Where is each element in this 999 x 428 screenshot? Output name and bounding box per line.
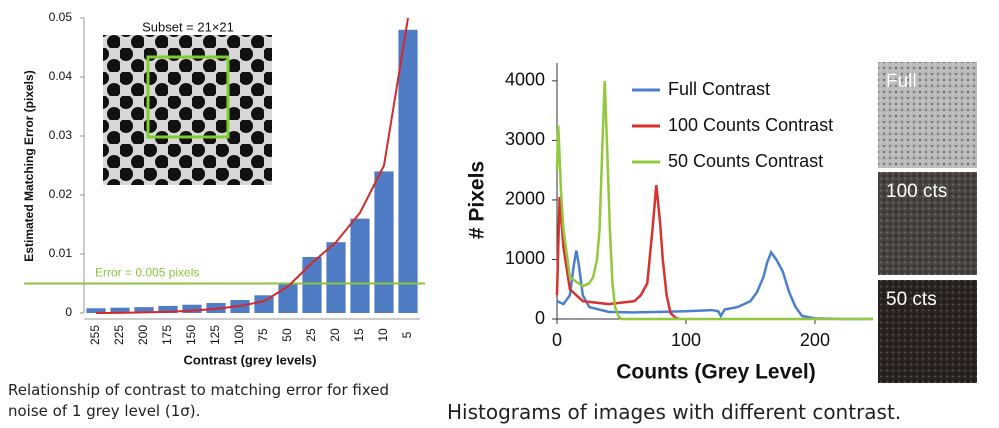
y-tick-label: 0.05 xyxy=(49,10,73,24)
inset-image xyxy=(103,35,272,185)
y-tick-label: 0.03 xyxy=(49,128,73,142)
y-tick-label: 3000 xyxy=(505,129,545,149)
bar xyxy=(110,307,130,313)
bar xyxy=(158,305,178,313)
image-texture xyxy=(878,62,977,168)
y-tick-label: 0.04 xyxy=(49,69,73,83)
image-label: 100 cts xyxy=(886,181,947,202)
bar xyxy=(182,304,202,313)
y-tick-label: 0.02 xyxy=(49,187,73,201)
x-tick-label: 0 xyxy=(552,330,562,350)
bar xyxy=(278,283,298,313)
image-texture xyxy=(878,172,977,275)
x-tick-label: 255 xyxy=(88,325,102,345)
right-chart: Counts (Grey Level) # Pixels 01000200030… xyxy=(466,62,977,384)
x-tick-label: 75 xyxy=(256,328,270,342)
x-tick-label: 200 xyxy=(136,325,150,345)
x-axis-label: Counts (Grey Level) xyxy=(616,361,816,384)
bar xyxy=(134,307,154,313)
y-tick-label: 0 xyxy=(535,308,545,328)
bar xyxy=(302,256,322,313)
x-tick-label: 5 xyxy=(400,331,414,338)
x-tick-label: 100 xyxy=(232,325,246,345)
left-chart: Subset = 21×21 Contrast (grey levels) Es… xyxy=(22,10,425,367)
image-label: 50 cts xyxy=(886,289,937,310)
x-axis-label: Contrast (grey levels) xyxy=(184,352,317,367)
x-tick-label: 15 xyxy=(352,328,366,342)
x-tick-label: 225 xyxy=(112,325,126,345)
bar xyxy=(86,308,106,313)
x-tick-label: 150 xyxy=(184,325,198,345)
line-series xyxy=(555,184,680,321)
x-tick-label: 200 xyxy=(800,330,830,350)
caption: Histograms of images with different cont… xyxy=(447,400,902,424)
legend-label: 100 Counts Contrast xyxy=(668,115,833,135)
y-tick-label: 2000 xyxy=(505,189,545,209)
x-tick-label: 50 xyxy=(280,328,294,342)
inset-label: Subset = 21×21 xyxy=(142,19,234,34)
image-texture xyxy=(878,280,977,383)
y-axis-label: # Pixels xyxy=(466,161,489,239)
y-axis-label: Estimated Matching Error (pixels) xyxy=(22,70,36,261)
legend-label: 50 Counts Contrast xyxy=(668,151,823,171)
line-series xyxy=(556,249,873,321)
x-tick-label: 100 xyxy=(671,330,701,350)
y-tick-label: 0 xyxy=(65,305,72,319)
x-tick-label: 125 xyxy=(208,325,222,345)
caption: Relationship of contrast to matching err… xyxy=(8,381,390,420)
y-tick-label: 1000 xyxy=(505,248,545,268)
legend-label: Full Contrast xyxy=(668,79,770,99)
fit-curve xyxy=(95,18,409,314)
bar xyxy=(326,242,346,313)
x-tick-label: 20 xyxy=(328,328,342,342)
bar xyxy=(398,29,418,314)
bar xyxy=(374,171,394,313)
x-tick-label: 10 xyxy=(376,328,390,342)
bar xyxy=(350,218,370,313)
subset-box xyxy=(146,55,230,139)
x-tick-label: 25 xyxy=(304,328,318,342)
threshold-label: Error = 0.005 pixels xyxy=(95,266,199,280)
y-tick-label: 0.01 xyxy=(49,246,73,260)
y-tick-label: 4000 xyxy=(505,70,545,90)
image-label: Full xyxy=(886,71,917,92)
line-series xyxy=(555,80,873,321)
bar xyxy=(254,295,274,313)
x-tick-label: 175 xyxy=(160,325,174,345)
